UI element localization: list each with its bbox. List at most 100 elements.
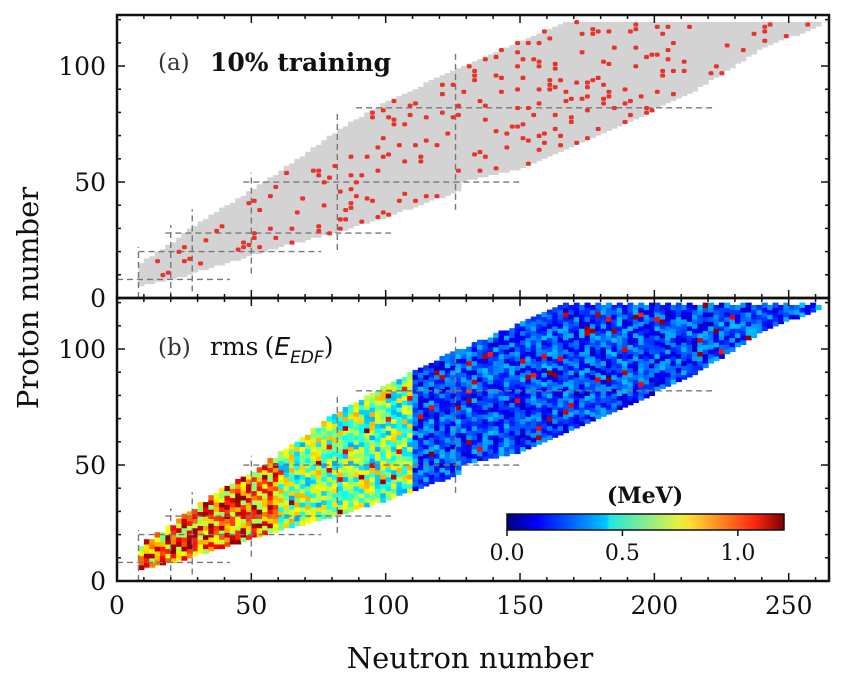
- heatmap-cell: [423, 458, 430, 464]
- heatmap-cell: [294, 465, 301, 471]
- heatmap-cell: [487, 369, 494, 376]
- heatmap-cell: [348, 460, 355, 466]
- heatmap-cell: [557, 355, 564, 362]
- region-column: [181, 233, 188, 278]
- heatmap-cell: [697, 337, 704, 343]
- heatmap-cell: [724, 325, 731, 332]
- heatmap-cell: [423, 420, 430, 427]
- heatmap-cell: [520, 432, 526, 438]
- region-column: [412, 89, 419, 208]
- heatmap-cell: [493, 434, 500, 441]
- heatmap-cell: [364, 446, 371, 452]
- heatmap-cell: [611, 388, 618, 394]
- heatmap-cell: [520, 390, 526, 397]
- heatmap-cell: [224, 499, 231, 506]
- heatmap-cell: [380, 483, 387, 489]
- heatmap-cell: [197, 511, 204, 517]
- heatmap-cell: [165, 534, 172, 540]
- region-column: [756, 21, 763, 50]
- heatmap-cell: [589, 314, 596, 320]
- heatmap-cell: [520, 330, 526, 336]
- heatmap-cell: [498, 330, 505, 336]
- heatmap-cell: [595, 311, 602, 318]
- heatmap-cell: [262, 520, 269, 526]
- heatmap-cell: [557, 346, 564, 352]
- heatmap-cell: [342, 434, 349, 441]
- heatmap-cell: [439, 402, 446, 408]
- heatmap-cell: [632, 323, 639, 329]
- heatmap-cell: [546, 425, 553, 431]
- training-point: [542, 29, 547, 34]
- heatmap-cell: [450, 420, 457, 427]
- heatmap-cell: [224, 532, 231, 538]
- heatmap-cell: [487, 425, 494, 431]
- training-point: [450, 115, 456, 120]
- heatmap-cell: [315, 465, 322, 471]
- heatmap-cell: [305, 485, 312, 492]
- heatmap-cell: [267, 518, 274, 524]
- heatmap-cell: [417, 427, 424, 434]
- heatmap-cell: [509, 397, 516, 403]
- heatmap-cell: [186, 534, 193, 540]
- heatmap-cell: [509, 407, 516, 413]
- training-point: [418, 154, 424, 159]
- heatmap-cell: [358, 483, 365, 489]
- heatmap-cell: [423, 411, 430, 417]
- heatmap-cell: [444, 474, 451, 480]
- heatmap-cell: [186, 516, 193, 522]
- heatmap-cell: [310, 502, 317, 508]
- training-point: [509, 124, 515, 129]
- training-point: [601, 96, 606, 101]
- heatmap-cell: [514, 430, 521, 436]
- region-column: [670, 21, 677, 101]
- heatmap-cell: [460, 395, 467, 401]
- heatmap-cell: [557, 337, 564, 343]
- heatmap-cell: [455, 465, 462, 471]
- heatmap-cell: [514, 407, 521, 413]
- heatmap-cell: [358, 423, 365, 429]
- heatmap-cell: [202, 539, 209, 545]
- heatmap-cell: [708, 325, 715, 332]
- training-point: [633, 22, 639, 27]
- heatmap-cell: [396, 467, 403, 473]
- heatmap-cell: [659, 365, 666, 371]
- heatmap-cell: [541, 321, 548, 327]
- training-point: [316, 168, 322, 173]
- region-column: [240, 195, 247, 259]
- heatmap-cell: [251, 485, 258, 492]
- heatmap-cell: [503, 386, 510, 392]
- heatmap-cell: [568, 397, 575, 403]
- heatmap-cell: [536, 402, 543, 408]
- heatmap-cell: [315, 502, 322, 508]
- heatmap-cell: [423, 416, 430, 422]
- heatmap-cell: [380, 474, 387, 480]
- heatmap-cell: [444, 460, 451, 466]
- heatmap-cell: [611, 351, 618, 357]
- heatmap-cell: [616, 353, 623, 359]
- heatmap-cell: [143, 548, 150, 554]
- training-point: [574, 20, 580, 25]
- heatmap-cell: [288, 448, 295, 455]
- heatmap-cell: [337, 467, 344, 473]
- heatmap-cell: [563, 325, 569, 332]
- heatmap-cell: [584, 418, 591, 424]
- heatmap-cell: [691, 318, 698, 325]
- heatmap-cell: [627, 372, 634, 378]
- heatmap-cell: [584, 330, 591, 336]
- heatmap-cell: [455, 386, 462, 392]
- heatmap-cell: [546, 416, 553, 422]
- heatmap-cell: [283, 509, 290, 515]
- heatmap-cell: [434, 402, 441, 408]
- heatmap-cell: [520, 353, 526, 359]
- heatmap-cell: [417, 465, 424, 471]
- heatmap-cell: [240, 499, 247, 506]
- heatmap-cell: [450, 416, 457, 422]
- heatmap-cell: [455, 451, 462, 457]
- heatmap-cell: [466, 351, 473, 357]
- heatmap-cell: [579, 407, 586, 413]
- heatmap-cell: [611, 402, 618, 408]
- heatmap-cell: [251, 499, 258, 506]
- heatmap-cell: [729, 332, 736, 339]
- heatmap-cell: [412, 439, 419, 445]
- training-point: [353, 180, 359, 185]
